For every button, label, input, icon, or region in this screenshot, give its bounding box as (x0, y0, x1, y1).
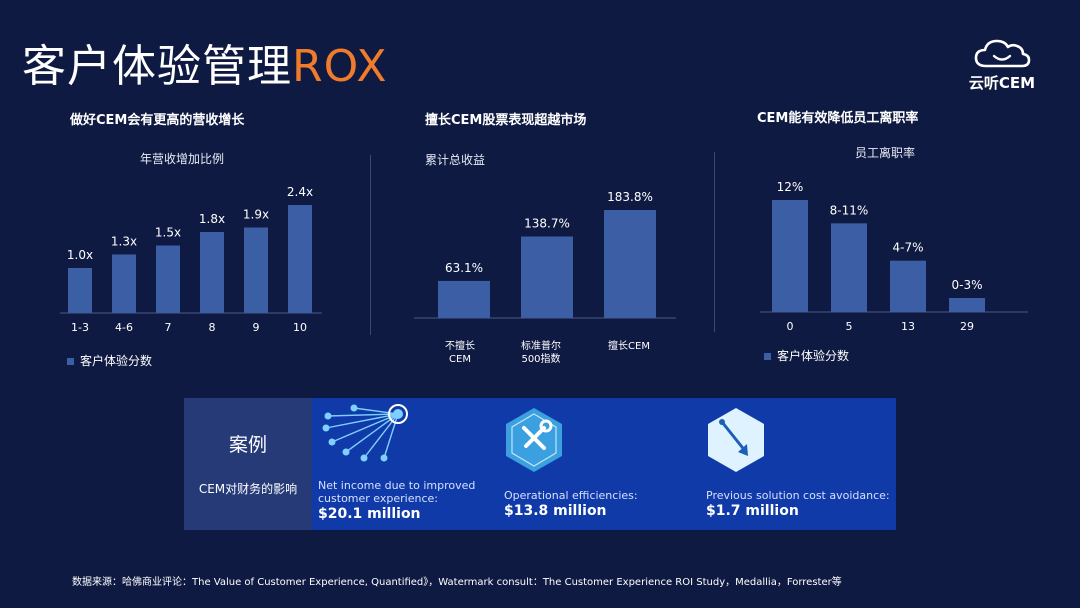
data-label-4: 1.9x (243, 208, 269, 222)
stat-3-label-line1: Previous solution cost avoidance: (706, 489, 890, 502)
chart1-legend-label: 客户体验分数 (80, 354, 153, 368)
network-nodes-icon (322, 404, 408, 462)
chart2-xlabel-1-line1: 标准普尔 (521, 341, 561, 352)
arrow-down-icon (708, 408, 764, 472)
stat-2-label: Operational efficiencies: (504, 489, 694, 502)
chart2-title: 擅长CEM股票表现超越市场 (425, 113, 587, 128)
bar-2 (890, 260, 926, 312)
chart3-legend: 客户体验分数 (764, 347, 849, 364)
chart2-xlabel-0-line2: CEM (449, 354, 471, 365)
data-label-2: 1.5x (155, 226, 181, 240)
chart3-legend-swatch (764, 353, 771, 360)
bar-3 (200, 232, 224, 313)
chart2-xlabel-2: 擅长CEM (594, 340, 664, 353)
stat-1-label-line2: customer experience: (318, 492, 438, 505)
x-tick-0: 1-3 (71, 321, 89, 334)
data-label-1: 1.3x (111, 235, 137, 249)
x-tick-3: 29 (960, 320, 974, 333)
bar-0 (438, 280, 490, 318)
bar-1 (831, 223, 867, 312)
stat-1-label: Net income due to improved customer expe… (318, 479, 498, 505)
chart1-revenue-growth: 1.0x 1-3 1.3x 4-6 1.5x 7 1.8x 8 1.9x 9 2.4x 10 (60, 185, 322, 334)
divider-left (370, 155, 371, 335)
chart1-subtitle: 年营收增加比例 (140, 152, 225, 166)
chart2-stock-returns: 63.1% 138.7% 183.8% (414, 190, 676, 319)
chart2-xlabel-0: 不擅长 CEM (425, 340, 495, 366)
chart3-legend-label: 客户体验分数 (777, 349, 850, 363)
page-title: 客户体验管理ROX (22, 30, 388, 94)
x-tick-3: 8 (209, 321, 216, 334)
tools-icon (506, 408, 562, 472)
data-label-1: 138.7% (524, 217, 570, 231)
case-subtitle: CEM对财务的影响 (198, 482, 298, 496)
data-label-0: 1.0x (67, 248, 93, 262)
chart2-xlabel-1: 标准普尔 500指数 (506, 340, 576, 366)
chart2-xlabel-0-line1: 不擅长 (445, 341, 475, 352)
bar-2 (604, 210, 656, 318)
chart2-subtitle: 累计总收益 (425, 153, 486, 167)
chart2-xlabel-1-line2: 500指数 (521, 354, 561, 365)
bar-1 (112, 254, 136, 313)
data-label-2: 183.8% (607, 190, 653, 204)
x-tick-2: 7 (165, 321, 172, 334)
logo-text: 云听CEM (968, 74, 1036, 92)
bar-5 (288, 205, 312, 313)
stat-3-value: $1.7 million (706, 503, 799, 519)
stat-1-value: $20.1 million (318, 506, 421, 522)
data-label-1: 8-11% (830, 203, 869, 217)
bar-2 (156, 245, 180, 313)
x-tick-4: 9 (253, 321, 260, 334)
data-label-2: 4-7% (892, 241, 923, 255)
data-label-0: 12% (777, 180, 804, 194)
chart2-xlabel-2-line1: 擅长CEM (608, 341, 650, 352)
case-label-panel (184, 398, 312, 530)
chart1-legend: 客户体验分数 (67, 352, 152, 369)
stat-3-label: Previous solution cost avoidance: (706, 489, 896, 502)
x-tick-0: 0 (787, 320, 794, 333)
stat-1-label-line1: Net income due to improved (318, 479, 476, 492)
bar-0 (68, 268, 92, 313)
x-tick-2: 13 (901, 320, 915, 333)
source-footnote: 数据来源：哈佛商业评论：The Value of Customer Experi… (72, 577, 842, 588)
x-tick-5: 10 (293, 321, 307, 334)
x-tick-1: 5 (846, 320, 853, 333)
data-label-3: 0-3% (951, 278, 982, 292)
stat-2-label-line1: Operational efficiencies: (504, 489, 638, 502)
page-title-accent: ROX (292, 41, 388, 92)
bar-4 (244, 227, 268, 313)
data-label-5: 2.4x (287, 185, 313, 199)
case-title: 案例 (228, 434, 267, 456)
chart1-title: 做好CEM会有更高的营收增长 (70, 113, 245, 128)
chart3-turnover: 12% 0 8-11% 5 4-7% 13 0-3% 29 (760, 180, 1028, 333)
bar-3 (949, 298, 985, 312)
logo: 云听CEM (960, 36, 1044, 92)
data-label-3: 1.8x (199, 212, 225, 226)
data-label-0: 63.1% (445, 261, 483, 275)
chart3-title: CEM能有效降低员工离职率 (757, 111, 919, 126)
chart3-subtitle: 员工离职率 (855, 146, 916, 160)
divider-right (714, 152, 715, 332)
stat-2-value: $13.8 million (504, 503, 607, 519)
x-tick-1: 4-6 (115, 321, 133, 334)
cloud-icon (974, 39, 1031, 68)
page-title-main: 客户体验管理 (22, 41, 292, 92)
bar-1 (521, 236, 573, 318)
bar-0 (772, 200, 808, 312)
chart1-legend-swatch (67, 358, 74, 365)
